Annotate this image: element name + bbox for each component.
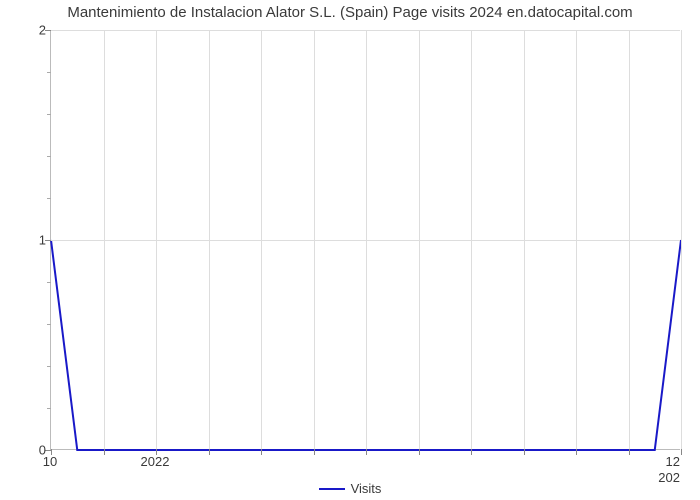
chart-title: Mantenimiento de Instalacion Alator S.L.… — [0, 4, 700, 21]
legend-label: Visits — [351, 481, 382, 496]
chart-container: Mantenimiento de Instalacion Alator S.L.… — [0, 0, 700, 500]
y-tick-label-1: 1 — [6, 233, 46, 248]
x-tick — [261, 449, 262, 455]
x-tick — [576, 449, 577, 455]
y-tick-minor — [47, 366, 51, 367]
y-tick-minor — [47, 408, 51, 409]
y-tick-minor — [47, 282, 51, 283]
y-tick-minor — [47, 156, 51, 157]
y-tick-minor — [47, 324, 51, 325]
y-tick-minor — [47, 198, 51, 199]
y-tick-label-0: 0 — [6, 443, 46, 458]
x-tick-label-left: 10 — [43, 454, 57, 469]
x-tick — [104, 449, 105, 455]
x-tick — [629, 449, 630, 455]
x-tick — [524, 449, 525, 455]
x-tick — [209, 449, 210, 455]
y-tick-minor — [47, 72, 51, 73]
x-tick — [681, 449, 682, 455]
grid-line-v — [681, 30, 682, 449]
x-tick — [314, 449, 315, 455]
legend-swatch — [319, 488, 345, 490]
y-tick-minor — [47, 114, 51, 115]
x-tick-label-2022: 2022 — [141, 454, 170, 469]
legend: Visits — [0, 480, 700, 496]
x-tick — [471, 449, 472, 455]
x-tick — [366, 449, 367, 455]
plot-area — [50, 30, 680, 450]
grid-line-h — [51, 240, 680, 241]
grid-line-h — [51, 30, 680, 31]
y-tick-label-2: 2 — [6, 23, 46, 38]
x-tick-label-right-12: 12 — [666, 454, 680, 469]
x-tick — [419, 449, 420, 455]
